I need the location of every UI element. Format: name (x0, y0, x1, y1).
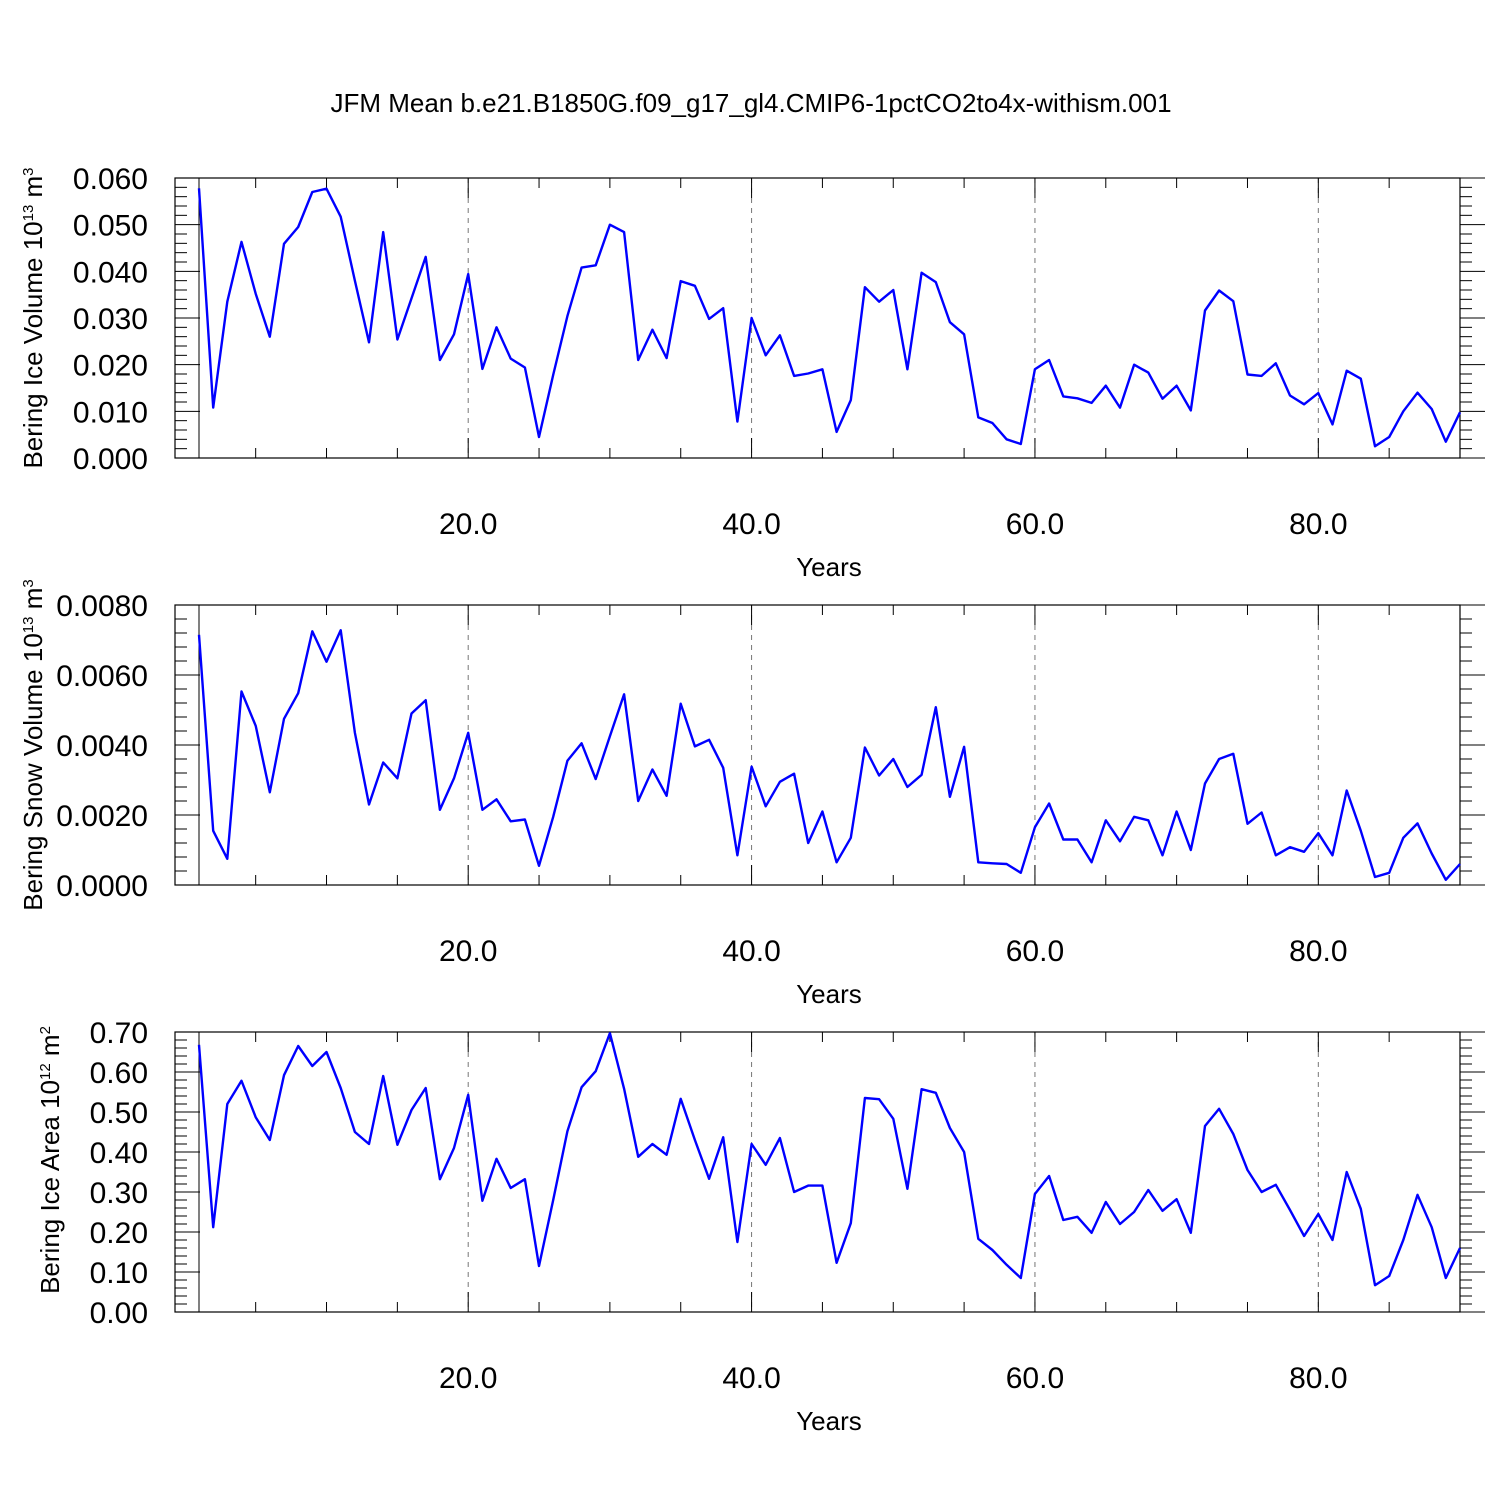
y-axis-label-part: m (18, 176, 48, 205)
y-tick-label: 0.40 (90, 1137, 148, 1170)
y-tick-label: 0.0060 (56, 660, 148, 693)
plot-frame (174, 1031, 1461, 1313)
y-tick-label: 0.030 (73, 303, 148, 336)
chart-title: JFM Mean b.e21.B1850G.f09_g17_gl4.CMIP6-… (330, 88, 1171, 118)
y-tick-label: 0.30 (90, 1177, 148, 1210)
y-axis-label-part: Bering Ice Volume 10 (18, 221, 48, 468)
y-tick-label: 0.000 (73, 443, 148, 476)
y-tick-label: 0.70 (90, 1017, 148, 1050)
x-tick-label: 20.0 (439, 508, 497, 541)
plot-frame (174, 604, 1461, 886)
y-axis-label-superscript: 13 (20, 617, 37, 634)
series-line (197, 1031, 1462, 1287)
x-tick-label: 80.0 (1289, 935, 1347, 968)
plot-frame (174, 177, 1461, 459)
y-tick-label: 0.20 (90, 1217, 148, 1250)
x-tick-label: 60.0 (1006, 935, 1064, 968)
y-axis-label: Bering Ice Area 1012 m2 (35, 1026, 65, 1294)
y-axis-label-superscript: 3 (20, 167, 37, 175)
x-tick-label: 40.0 (722, 1362, 780, 1395)
y-tick-label: 0.0040 (56, 730, 148, 763)
x-tick-label: 40.0 (722, 935, 780, 968)
y-axis-label-part: Bering Snow Volume 10 (18, 633, 48, 911)
y-axis-label-superscript: 12 (37, 1063, 54, 1080)
y-tick-label: 0.010 (73, 396, 148, 429)
y-tick-label: 0.60 (90, 1057, 148, 1090)
x-tick-label: 80.0 (1289, 508, 1347, 541)
y-tick-label: 0.050 (73, 210, 148, 243)
y-tick-label: 0.040 (73, 256, 148, 289)
series-line (197, 629, 1461, 881)
x-tick-label: 60.0 (1006, 508, 1064, 541)
y-tick-label: 0.50 (90, 1097, 148, 1130)
y-axis-label-superscript: 3 (20, 579, 37, 587)
y-axis-label-part: m (35, 1034, 65, 1063)
y-axis-label-part: m (18, 588, 48, 617)
x-axis-label: Years (796, 1406, 862, 1436)
y-tick-label: 0.0000 (56, 870, 148, 903)
y-tick-label: 0.0080 (56, 590, 148, 623)
x-tick-label: 20.0 (439, 1362, 497, 1395)
x-tick-label: 60.0 (1006, 1362, 1064, 1395)
chart-panel-1: 20.0 40.0 60.0 80.0 Years 0.000 0.010 0.020 0.03… (18, 163, 1485, 582)
y-axis-label-superscript: 2 (37, 1026, 54, 1034)
y-tick-label: 0.060 (73, 163, 148, 196)
y-axis-label-superscript: 13 (20, 205, 37, 222)
x-tick-label: 40.0 (722, 508, 780, 541)
x-tick-label: 20.0 (439, 935, 497, 968)
y-tick-label: 0.10 (90, 1257, 148, 1290)
y-axis-label: Bering Snow Volume 1013 m3 (18, 579, 48, 910)
x-axis-label: Years (796, 552, 862, 582)
y-axis-label-part: Bering Ice Area 10 (35, 1080, 65, 1294)
y-tick-label: 0.0020 (56, 800, 148, 833)
x-tick-label: 80.0 (1289, 1362, 1347, 1395)
x-axis-label: Years (796, 979, 862, 1009)
series-line (197, 187, 1462, 448)
y-axis-label: Bering Ice Volume 1013 m3 (18, 167, 48, 468)
y-tick-label: 0.020 (73, 350, 148, 383)
chart-panel-2: 20.0 40.0 60.0 80.0 Years 0.0000 0.0020 0.0040 0… (18, 579, 1485, 1009)
y-tick-label: 0.00 (90, 1297, 148, 1330)
chart-panel-3: 20.0 40.0 60.0 80.0 Years 0.00 0.10 0.20 0.30 0.4… (35, 1017, 1485, 1436)
